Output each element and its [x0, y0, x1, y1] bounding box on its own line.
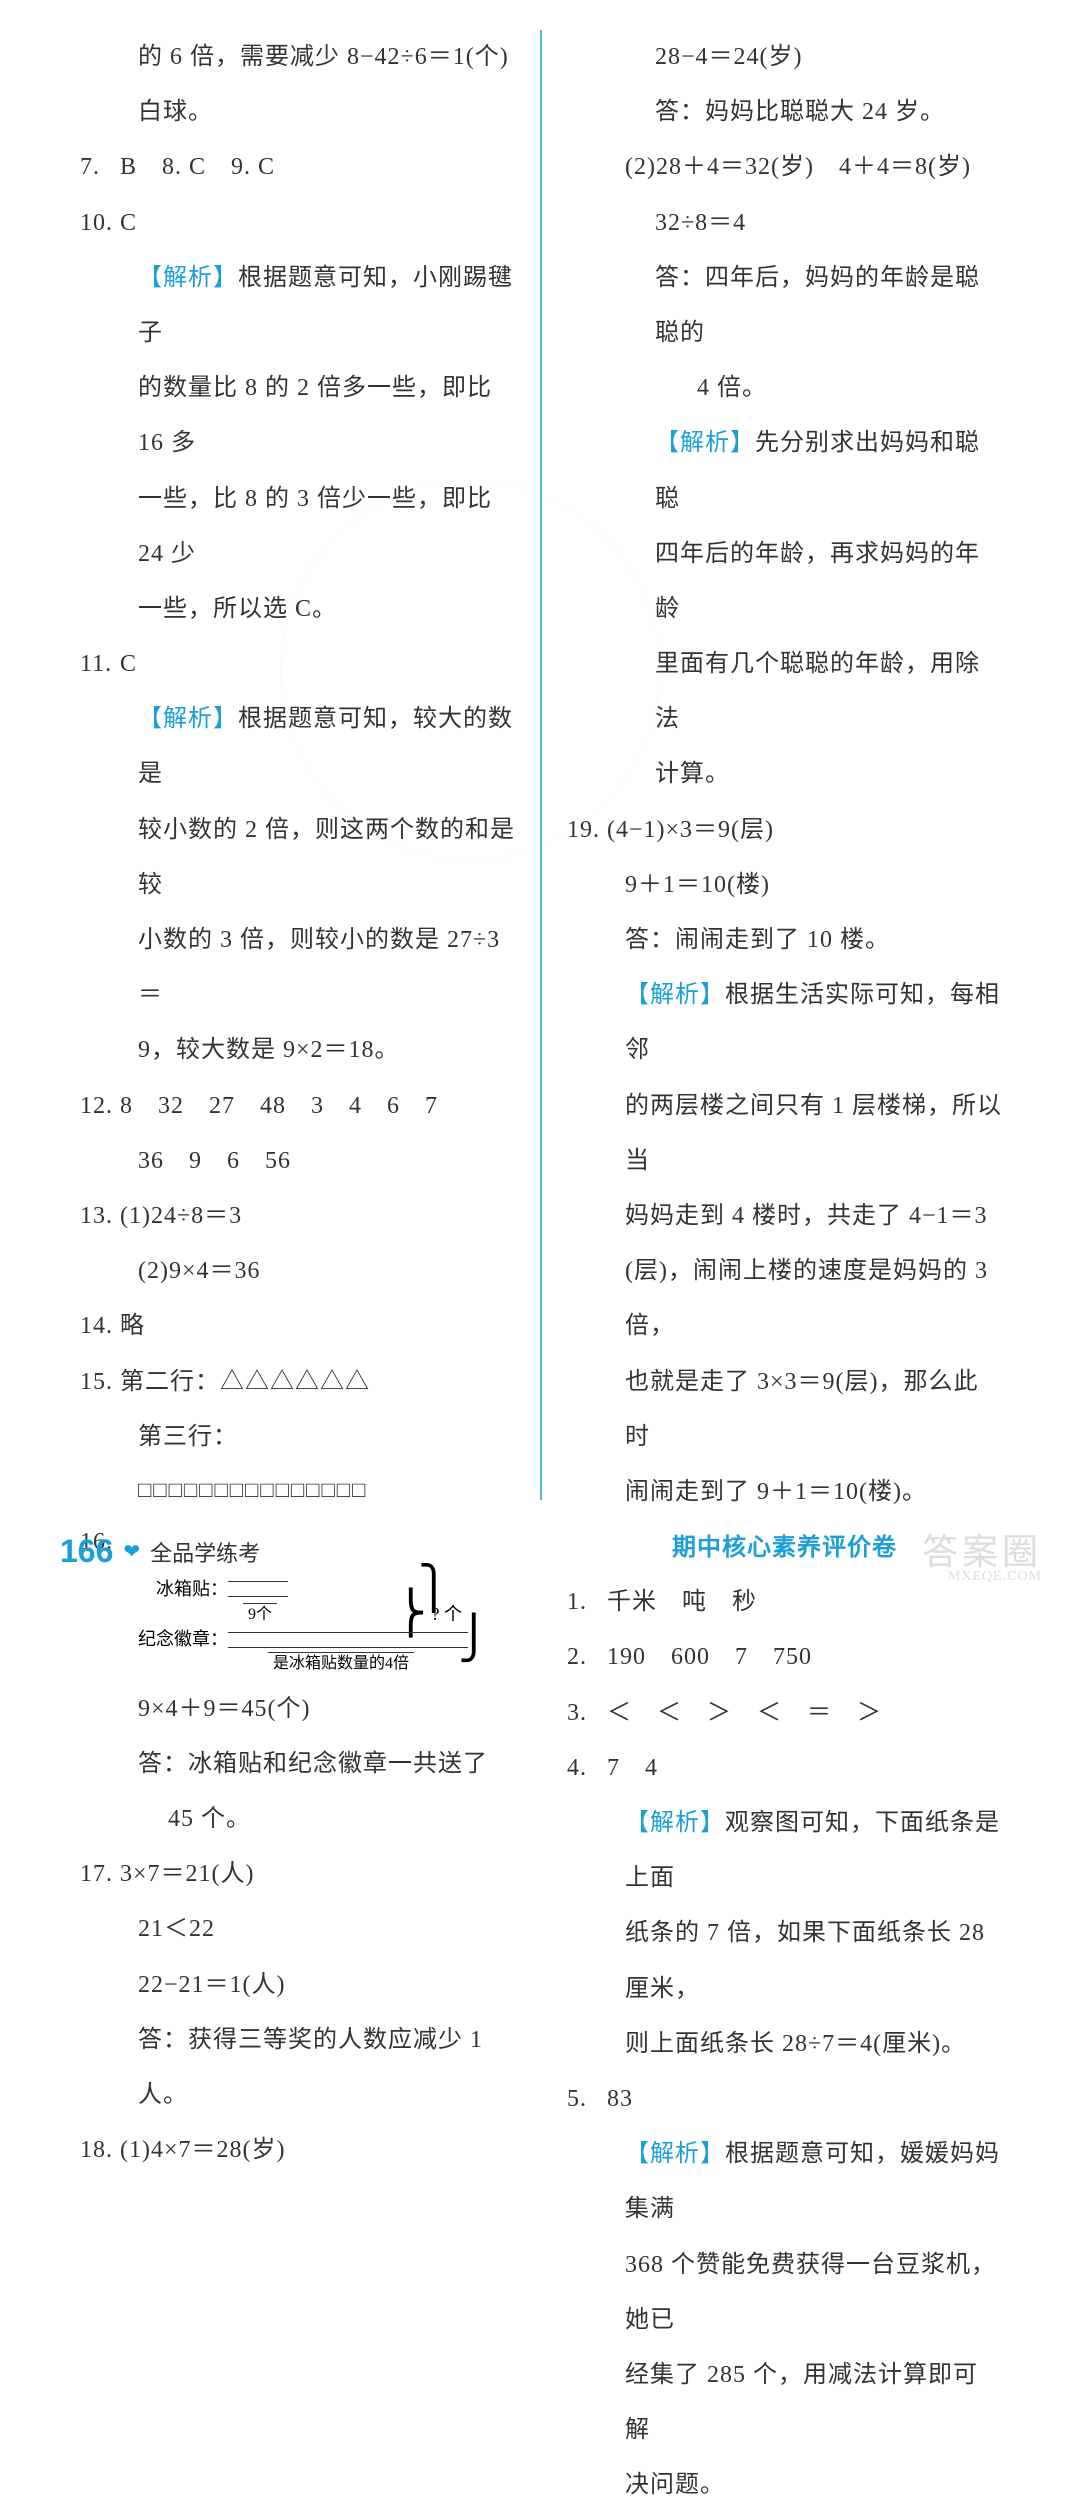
- answer-line: 10.C: [80, 196, 515, 251]
- text-line: 28−4＝24(岁): [567, 30, 1002, 85]
- item-number: 17.: [80, 1847, 120, 1902]
- item-number: 4.: [567, 1741, 607, 1796]
- item-number: 18.: [80, 2123, 120, 2178]
- analysis-label: 【解析】: [625, 982, 725, 1008]
- text-line: 9×4＋9＝45(个): [80, 1682, 515, 1737]
- analysis-line: 【解析】观察图可知，下面纸条是上面: [567, 1796, 1002, 1906]
- text-line: 则上面纸条长 28÷7＝4(厘米)。: [567, 2017, 1002, 2072]
- brace-icon: ⎭: [458, 1629, 490, 1650]
- analysis-label: 【解析】: [655, 430, 755, 456]
- analysis-label: 【解析】: [138, 265, 238, 291]
- text-line: □□□□□□□□□□□□□□□: [80, 1465, 515, 1516]
- item-number: 2.: [567, 1630, 607, 1685]
- answer-line: 4.7 4: [567, 1741, 1002, 1796]
- answer-line: 1.千米 吨 秒: [567, 1575, 1002, 1630]
- text-line: 妈妈走到 4 楼时，共走了 4−1＝3: [567, 1189, 1002, 1244]
- answer-line: 13.(1)24÷8＝3: [80, 1189, 515, 1244]
- text-line: 的 6 倍，需要减少 8−42÷6＝1(个): [80, 30, 515, 85]
- diagram-question: ? 个: [432, 1602, 463, 1627]
- diagram-label: 冰箱贴：: [138, 1577, 228, 1602]
- analysis-label: 【解析】: [625, 1810, 725, 1836]
- text-line: 小数的 3 倍，则较小的数是 27÷3＝: [80, 913, 515, 1023]
- text-line: 决问题。: [567, 2458, 1002, 2513]
- text-line: 9，较大数是 9×2＝18。: [80, 1023, 515, 1078]
- text-line: 45 个。: [80, 1792, 515, 1847]
- diagram-label: 纪念徽章：: [138, 1627, 228, 1652]
- diagram-bar: [228, 1581, 288, 1597]
- diagram-value: 9个: [243, 1603, 277, 1626]
- bird-icon: ❤: [123, 1539, 140, 1564]
- text-line: 答：四年后，妈妈的年龄是聪聪的: [567, 251, 1002, 361]
- text-line: (层)，闹闹上楼的速度是妈妈的 3 倍，: [567, 1244, 1002, 1354]
- text-line: 纸条的 7 倍，如果下面纸条长 28 厘米，: [567, 1906, 1002, 2016]
- watermark-url: MXEQE.COM: [948, 1569, 1042, 1585]
- answer-line: 12.8 32 27 48 3 4 6 7: [80, 1079, 515, 1134]
- item-number: 15.: [80, 1355, 120, 1410]
- answer-line: 15.第二行：△△△△△△: [80, 1355, 515, 1410]
- text-line: 的两层楼之间只有 1 层楼梯，所以当: [567, 1079, 1002, 1189]
- text-line: 32÷8＝4: [567, 196, 1002, 251]
- text-line: 答：获得三等奖的人数应减少 1 人。: [80, 2013, 515, 2123]
- text-line: 368 个赞能免费获得一台豆浆机，她已: [567, 2238, 1002, 2348]
- analysis-line: 【解析】先分别求出妈妈和聪聪: [567, 416, 1002, 526]
- analysis-label: 【解析】: [625, 2141, 725, 2167]
- text-line: 白球。: [80, 85, 515, 140]
- item-number: 13.: [80, 1189, 120, 1244]
- item-number: 7.: [80, 140, 120, 195]
- diagram-bar: [228, 1632, 468, 1648]
- watermark-text: 答案圈: [922, 1523, 1042, 1575]
- text-line: 答：冰箱贴和纪念徽章一共送了: [80, 1737, 515, 1792]
- answer-line: 5.83: [567, 2072, 1002, 2127]
- answer-line: 19.(4−1)×3＝9(层): [567, 803, 1002, 858]
- analysis-line: 【解析】根据生活实际可知，每相邻: [567, 968, 1002, 1078]
- text-line: 22−21＝1(人): [80, 1958, 515, 2013]
- item-number: 11.: [80, 637, 120, 692]
- item-number: 12.: [80, 1079, 120, 1134]
- text-line: 9＋1＝10(楼): [567, 858, 1002, 913]
- text-line: 第三行：: [80, 1410, 515, 1465]
- text-line: 经集了 285 个，用减法计算即可解: [567, 2348, 1002, 2458]
- answer-line: 17.3×7＝21(人): [80, 1847, 515, 1902]
- item-number: 14.: [80, 1299, 120, 1354]
- analysis-label: 【解析】: [138, 706, 238, 732]
- text-line: 的数量比 8 的 2 倍多一些，即比 16 多: [80, 361, 515, 471]
- footer-title: 全品学练考: [150, 1536, 260, 1568]
- text-line: 4 倍。: [567, 361, 1002, 416]
- diagram-caption: 是冰箱贴数量的4倍: [268, 1652, 414, 1675]
- tape-diagram: 冰箱贴： ⎫ 9个 ⎬ ? 个 纪念徽章： ⎭ 是冰箱贴数量的4倍: [80, 1577, 515, 1676]
- item-number: 1.: [567, 1575, 607, 1630]
- text-line: (2)9×4＝36: [80, 1244, 515, 1299]
- analysis-line: 【解析】根据题意可知，媛媛妈妈集满: [567, 2127, 1002, 2237]
- text-line: 36 9 6 56: [80, 1134, 515, 1189]
- brace-icon: ⎬: [395, 1604, 427, 1625]
- item-number: 3.: [567, 1686, 607, 1741]
- text-line: 21＜22: [80, 1902, 515, 1957]
- analysis-line: 【解析】根据题意可知，小刚踢毽子: [80, 251, 515, 361]
- text-line: 闹闹走到了 9＋1＝10(楼)。: [567, 1465, 1002, 1520]
- answer-line: 7.B 8. C 9. C: [80, 140, 515, 195]
- page-number: 166: [60, 1533, 113, 1570]
- answer-line: 3.＜ ＜ ＞ ＜ ＝ ＞: [567, 1686, 1002, 1741]
- watermark-circle: [280, 480, 660, 860]
- text-line: 也就是走了 3×3＝9(层)，那么此时: [567, 1355, 1002, 1465]
- text-line: 答：妈妈比聪聪大 24 岁。: [567, 85, 1002, 140]
- item-number: 10.: [80, 196, 120, 251]
- page-footer: 166 ❤ 全品学练考: [60, 1533, 260, 1570]
- item-number: 5.: [567, 2072, 607, 2127]
- text-line: (2)28＋4＝32(岁) 4＋4＝8(岁): [567, 140, 1002, 195]
- answer-line: 18.(1)4×7＝28(岁): [80, 2123, 515, 2178]
- text-line: 答：闹闹走到了 10 楼。: [567, 913, 1002, 968]
- answer-line: 2.190 600 7 750: [567, 1630, 1002, 1685]
- answer-line: 14.略: [80, 1299, 515, 1354]
